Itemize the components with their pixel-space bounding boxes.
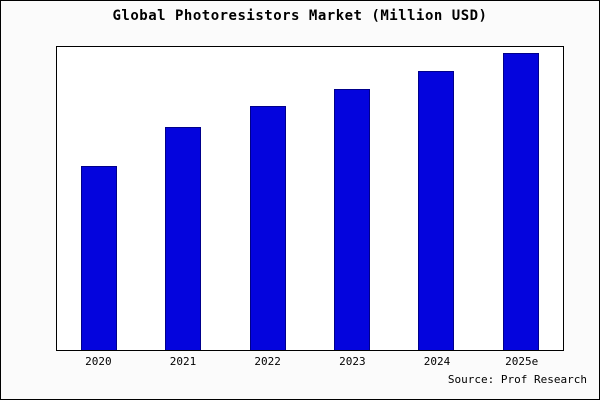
x-axis-labels: 2020 2021 2022 2023 2024 2025e — [56, 355, 564, 368]
bar-slot-2025e — [479, 47, 563, 350]
bar-slot-2021 — [141, 47, 225, 350]
bar-slot-2024 — [394, 47, 478, 350]
bar-2022 — [249, 106, 286, 350]
x-tick-label-2024: 2024 — [423, 355, 451, 368]
bar-2025e — [502, 53, 539, 350]
x-tick-label-2020: 2020 — [85, 355, 112, 368]
bar-2024 — [418, 71, 455, 350]
bar-2023 — [334, 89, 371, 350]
bar-2020 — [81, 166, 118, 350]
x-tick-label-2023: 2023 — [339, 355, 366, 368]
bar-2021 — [165, 127, 202, 350]
x-tick-label-2025e: 2025e — [505, 355, 539, 368]
source-text: Source: Prof Research — [447, 373, 587, 386]
bar-slot-2022 — [226, 47, 310, 350]
plot-area — [56, 46, 564, 351]
x-tick-label-2021: 2021 — [169, 355, 197, 368]
chart-title: Global Photoresistors Market (Million US… — [112, 8, 488, 24]
bars-row — [57, 47, 563, 350]
bar-slot-2020 — [57, 47, 141, 350]
bar-slot-2023 — [310, 47, 394, 350]
x-tick-label-2022: 2022 — [254, 355, 281, 368]
